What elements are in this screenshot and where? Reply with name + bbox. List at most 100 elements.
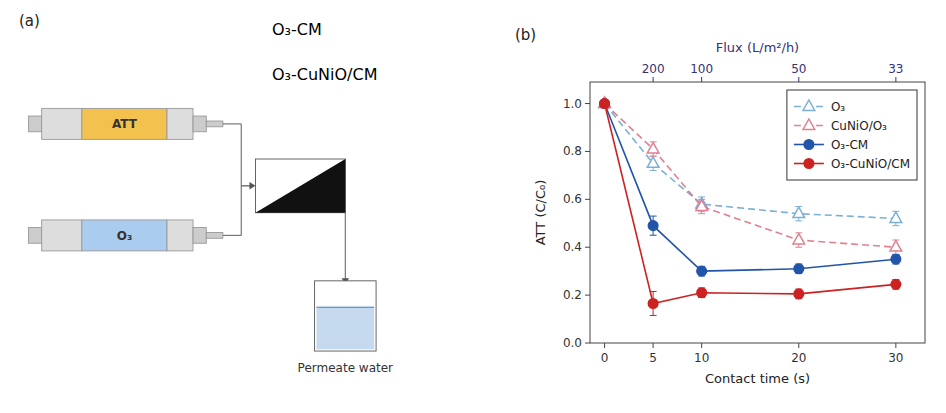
error-cap bbox=[795, 247, 802, 248]
error-cap bbox=[650, 156, 657, 157]
legend-label: CuNiO/O₃ bbox=[831, 119, 887, 133]
x-tick bbox=[701, 343, 702, 348]
schematic: (a)ATTO₃Permeate waterO₃-CMO₃-CuNiO/CM bbox=[19, 12, 393, 375]
syringe-cap bbox=[28, 116, 41, 132]
water bbox=[316, 306, 374, 350]
panel-label: (a) bbox=[19, 12, 40, 30]
panel-label: (b) bbox=[515, 26, 536, 44]
syringe-connector bbox=[167, 108, 193, 139]
plot-data bbox=[599, 97, 902, 315]
x-tick bbox=[604, 343, 605, 348]
y-tick bbox=[585, 295, 590, 296]
x2-axis-label: Flux (L/m²/h) bbox=[716, 40, 799, 55]
legend-marker bbox=[804, 140, 814, 150]
legend: O₃ CuNiO/O₃ O₃-CM O₃-CuNiO/CM bbox=[787, 90, 917, 180]
plot-frame bbox=[590, 82, 925, 343]
syringe-plunger bbox=[42, 220, 82, 251]
syringe-connector bbox=[167, 220, 193, 251]
tube bbox=[223, 235, 241, 236]
series bbox=[600, 99, 901, 316]
error-cap bbox=[650, 156, 657, 157]
x2-tick bbox=[895, 77, 896, 82]
syringe-label: ATT bbox=[112, 117, 138, 131]
point bbox=[647, 143, 659, 153]
y-tick-label: 0.2 bbox=[563, 288, 582, 302]
legend-marker bbox=[803, 100, 815, 110]
error-cap bbox=[650, 216, 657, 217]
y-tick-label: 0.6 bbox=[563, 192, 582, 206]
point bbox=[647, 157, 659, 167]
point bbox=[600, 99, 610, 109]
membrane-module bbox=[255, 159, 345, 213]
figure: (a) ATT O₃ Permeate water O₃-CM O₃-CuNiO/CM 0 5… bbox=[0, 0, 946, 413]
series bbox=[600, 99, 901, 276]
x2-tick bbox=[798, 77, 799, 82]
y-tick-label: 0.0 bbox=[563, 336, 582, 350]
point bbox=[600, 99, 610, 109]
syringe-barrel bbox=[82, 220, 167, 251]
y-tick-label: 1.0 bbox=[563, 97, 582, 111]
syringe-cap bbox=[193, 228, 206, 244]
x-tick-label: 30 bbox=[888, 351, 903, 365]
legend-marker bbox=[803, 119, 815, 129]
tube bbox=[241, 124, 242, 186]
x2-tick-label: 200 bbox=[642, 62, 665, 76]
x-tick bbox=[653, 343, 654, 348]
error-cap bbox=[795, 220, 802, 221]
tube bbox=[241, 186, 242, 236]
point bbox=[697, 288, 707, 298]
process-label: O₃-CM bbox=[272, 20, 322, 39]
arrow-head bbox=[249, 182, 255, 190]
point bbox=[890, 212, 902, 222]
line-chart: 05102030Contact time (s)0.00.20.40.60.81… bbox=[515, 26, 925, 386]
syringe-tip bbox=[206, 121, 223, 127]
y-axis-label: ATT (C/C₀) bbox=[533, 180, 548, 246]
legend-marker bbox=[804, 159, 814, 169]
y-tick-label: 0.4 bbox=[563, 240, 582, 254]
syringe-cap bbox=[193, 116, 206, 132]
tube bbox=[223, 123, 241, 124]
x2-tick-label: 33 bbox=[888, 62, 903, 76]
point bbox=[794, 264, 804, 274]
beaker-label: Permeate water bbox=[298, 361, 393, 375]
point bbox=[648, 221, 658, 231]
error-cap bbox=[650, 315, 657, 316]
error-cap bbox=[650, 235, 657, 236]
x-tick bbox=[895, 343, 896, 348]
y-tick bbox=[585, 151, 590, 152]
error-cap bbox=[650, 170, 657, 171]
point bbox=[890, 241, 902, 251]
point bbox=[599, 97, 611, 107]
x-axis-label: Contact time (s) bbox=[705, 371, 810, 386]
error-cap bbox=[892, 225, 899, 226]
syringe-tip bbox=[206, 233, 223, 239]
legend-label: O₃-CM bbox=[831, 138, 868, 152]
legend-label: O₃ bbox=[831, 100, 845, 114]
point bbox=[599, 97, 611, 107]
syringe-cap bbox=[28, 228, 41, 244]
point bbox=[891, 280, 901, 290]
point bbox=[696, 200, 708, 210]
error-cap bbox=[650, 291, 657, 292]
beaker bbox=[315, 281, 376, 351]
y-tick bbox=[585, 199, 590, 200]
point bbox=[794, 289, 804, 299]
x2-tick-label: 100 bbox=[690, 62, 713, 76]
x-tick-label: 10 bbox=[694, 351, 709, 365]
syringe-plunger bbox=[42, 108, 82, 139]
error-cap bbox=[698, 213, 705, 214]
legend-label: O₃-CuNiO/CM bbox=[831, 157, 910, 171]
x-tick-label: 20 bbox=[791, 351, 806, 365]
point bbox=[648, 299, 658, 309]
membrane bbox=[255, 159, 345, 213]
x2-tick bbox=[701, 77, 702, 82]
x2-tick-label: 50 bbox=[791, 62, 806, 76]
x-tick-label: 0 bbox=[601, 351, 609, 365]
x2-tick bbox=[653, 77, 654, 82]
legend-frame bbox=[787, 90, 917, 180]
water-surface bbox=[316, 307, 374, 308]
outlet-tube bbox=[345, 213, 346, 281]
y-tick bbox=[585, 343, 590, 344]
y-tick bbox=[585, 103, 590, 104]
point bbox=[793, 234, 805, 244]
